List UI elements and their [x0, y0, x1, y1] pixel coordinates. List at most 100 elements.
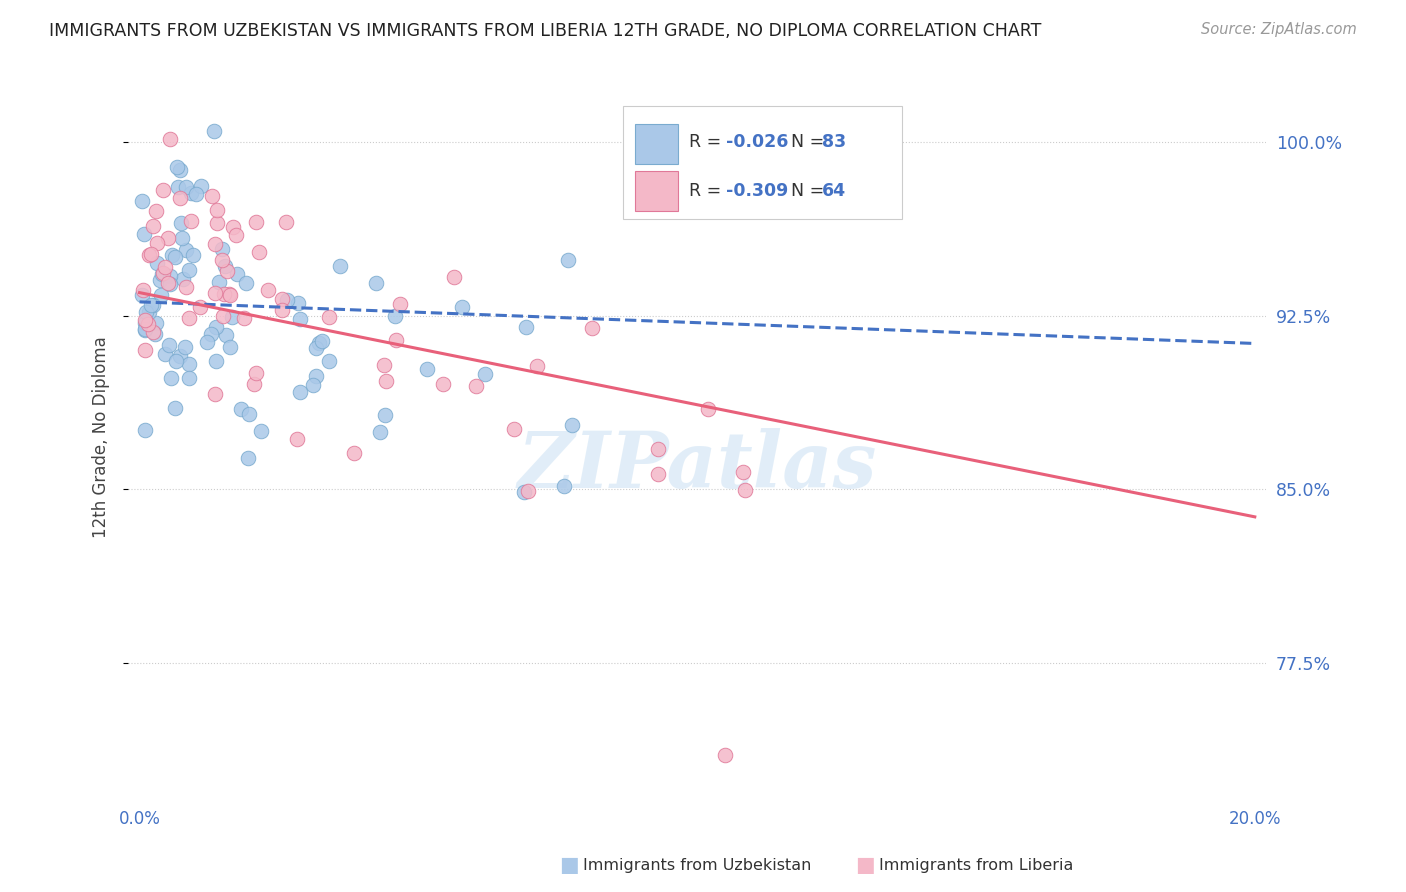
Point: [165, 353, 187, 368]
Point: [503, 422, 526, 436]
Point: [250, 425, 273, 439]
Point: [157, 277, 180, 291]
Point: [217, 264, 239, 278]
Point: [276, 293, 298, 307]
Point: [195, 335, 218, 350]
Point: [170, 231, 193, 245]
Point: [150, 267, 173, 281]
Point: [226, 267, 249, 281]
Point: [561, 418, 583, 433]
Point: [134, 423, 156, 437]
Point: [384, 309, 406, 323]
Point: [142, 326, 165, 340]
Point: [276, 215, 298, 229]
Point: [152, 266, 174, 280]
Point: [177, 311, 200, 326]
Point: [153, 346, 176, 360]
Text: N =: N =: [780, 182, 830, 200]
Point: [131, 288, 153, 302]
Point: [146, 255, 169, 269]
Text: 20.0%: 20.0%: [1229, 811, 1281, 829]
Point: [432, 376, 454, 391]
Point: [553, 478, 575, 492]
Point: [159, 132, 181, 146]
Text: 0.0%: 0.0%: [118, 811, 160, 829]
Point: [368, 425, 391, 439]
Text: IMMIGRANTS FROM UZBEKISTAN VS IMMIGRANTS FROM LIBERIA 12TH GRADE, NO DIPLOMA COR: IMMIGRANTS FROM UZBEKISTAN VS IMMIGRANTS…: [49, 22, 1042, 40]
Point: [159, 277, 181, 291]
Point: [180, 213, 202, 227]
Point: [415, 362, 437, 376]
Text: ■: ■: [560, 855, 579, 875]
Point: [364, 276, 387, 290]
Point: [526, 359, 548, 374]
Point: [242, 377, 264, 392]
Point: [647, 442, 669, 457]
Point: [696, 402, 718, 417]
Point: [172, 271, 194, 285]
Point: [308, 336, 330, 351]
Point: [174, 279, 197, 293]
Point: [205, 202, 228, 217]
Point: [238, 450, 260, 465]
Point: [245, 214, 267, 228]
Point: [138, 248, 160, 262]
Text: R =: R =: [689, 133, 727, 151]
Point: [208, 275, 231, 289]
Point: [285, 432, 308, 446]
Point: [165, 250, 187, 264]
Point: [152, 183, 174, 197]
Y-axis label: 12th Grade, No Diploma: 12th Grade, No Diploma: [93, 336, 110, 538]
Point: [204, 319, 226, 334]
Point: [139, 298, 162, 312]
Point: [287, 295, 309, 310]
Point: [201, 189, 224, 203]
Point: [134, 316, 156, 330]
Point: [222, 220, 245, 235]
Point: [149, 273, 172, 287]
Point: [143, 327, 166, 342]
Point: [517, 483, 540, 498]
Point: [159, 269, 181, 284]
Point: [225, 227, 247, 242]
FancyBboxPatch shape: [623, 106, 901, 219]
Point: [212, 286, 235, 301]
Point: [188, 301, 211, 315]
Text: Source: ZipAtlas.com: Source: ZipAtlas.com: [1201, 22, 1357, 37]
Point: [142, 298, 165, 312]
Point: [132, 227, 155, 241]
Point: [145, 204, 167, 219]
Text: ■: ■: [855, 855, 875, 875]
Point: [159, 371, 181, 385]
Point: [305, 341, 328, 355]
Point: [465, 378, 488, 392]
Point: [160, 248, 183, 262]
Point: [374, 374, 396, 388]
Text: Immigrants from Uzbekistan: Immigrants from Uzbekistan: [583, 858, 811, 872]
Point: [169, 162, 191, 177]
Point: [374, 408, 396, 422]
Point: [174, 180, 197, 194]
Point: [134, 312, 156, 326]
Point: [731, 465, 754, 479]
Point: [146, 235, 169, 250]
Point: [557, 252, 579, 267]
Point: [714, 747, 737, 762]
Point: [205, 354, 228, 368]
Point: [232, 311, 254, 326]
Point: [647, 467, 669, 482]
Text: 64: 64: [823, 182, 846, 200]
Point: [186, 187, 208, 202]
Point: [443, 270, 465, 285]
Point: [385, 333, 408, 347]
Point: [165, 401, 187, 415]
Point: [134, 343, 156, 358]
Point: [373, 358, 395, 372]
Point: [177, 370, 200, 384]
Point: [474, 368, 496, 382]
Point: [221, 310, 243, 324]
Point: [318, 354, 340, 368]
Point: [329, 260, 352, 274]
Point: [311, 334, 333, 349]
Point: [388, 297, 411, 311]
